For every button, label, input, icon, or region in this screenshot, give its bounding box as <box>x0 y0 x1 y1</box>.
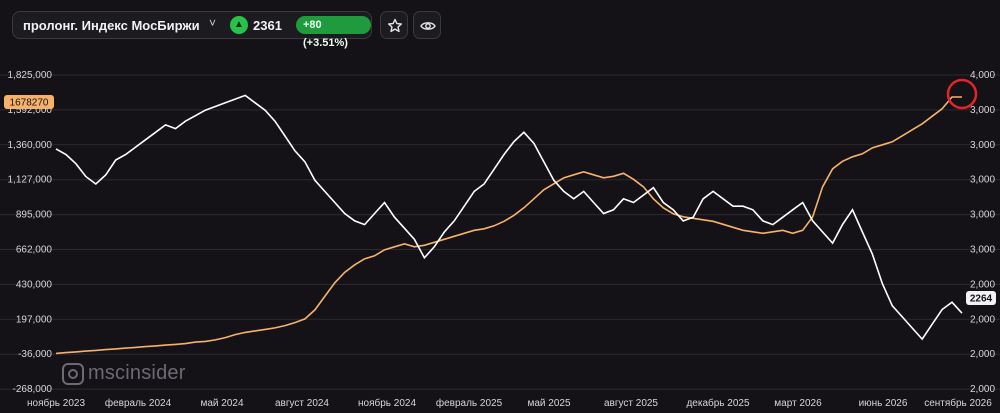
right-tick-label: 2,000 <box>970 279 995 290</box>
price-change-badge: +80 (+3.51%) <box>296 16 371 49</box>
x-tick-label: февраль 2025 <box>436 397 503 409</box>
x-tick-label: ноябрь 2024 <box>358 397 416 409</box>
up-arrow-icon: ▲ <box>230 16 248 34</box>
left-tick-label: 430,000 <box>16 279 53 290</box>
right-tick-label: 3,000 <box>970 175 995 186</box>
left-last-value-badge <box>4 95 54 109</box>
right-last-value-text: 2264 <box>970 294 993 305</box>
x-tick-label: август 2025 <box>604 398 658 409</box>
x-axis: ноябрь 2023 февраль 2024 май 2024 август 20… <box>27 397 992 409</box>
left-tick-label: 1,127,000 <box>8 175 53 186</box>
left-y-axis: 1,825,000 1,592,000 1,360,000 1,127,000 895,… <box>8 70 53 395</box>
x-tick-label: май 2025 <box>527 398 570 409</box>
right-y-axis: 4,000 3,000 3,000 3,000 3,000 3,000 2,000 2,000… <box>970 70 995 395</box>
x-tick-label: февраль 2024 <box>105 397 172 409</box>
right-tick-label: 3,000 <box>970 105 995 116</box>
orange-series-line <box>55 96 962 355</box>
right-tick-label: 2,000 <box>970 384 995 395</box>
right-tick-label: 4,000 <box>970 70 995 81</box>
left-tick-label: 1,360,000 <box>8 140 53 151</box>
left-tick-label: 1,592,000 <box>8 105 53 116</box>
x-tick-label: август 2024 <box>275 398 329 409</box>
left-tick-label: 662,000 <box>16 245 53 256</box>
x-tick-label: ноябрь 2023 <box>27 397 85 409</box>
chevron-down-icon[interactable]: ˅ <box>209 16 217 30</box>
mscinsider-logo-icon <box>62 362 84 385</box>
white-series-line <box>55 94 963 341</box>
left-tick-label: -36,000 <box>18 349 52 360</box>
x-tick-label: декабрь 2025 <box>686 397 750 409</box>
x-tick-label: сентябрь 2026 <box>924 397 992 409</box>
visibility-button[interactable] <box>413 11 441 39</box>
favorite-button[interactable] <box>380 11 408 39</box>
chart-toolbar: пролонг. Индекс МосБиржи ˅ ▲ 2361 +80 (+… <box>0 0 1000 50</box>
watermark: mscinsider <box>62 362 186 385</box>
left-tick-label: 895,000 <box>16 210 53 221</box>
right-tick-label: 3,000 <box>970 210 995 221</box>
eye-icon <box>420 22 436 30</box>
x-tick-label: март 2026 <box>774 398 822 409</box>
x-tick-label: май 2024 <box>200 398 243 409</box>
current-price: 2361 <box>253 18 282 33</box>
right-last-value-badge <box>966 291 996 305</box>
left-tick-label: -268,000 <box>13 384 53 395</box>
left-tick-label: 197,000 <box>16 314 53 325</box>
chart-grid <box>0 74 1000 390</box>
right-tick-label: 3,000 <box>970 140 995 151</box>
x-tick-label: июнь 2026 <box>859 398 908 409</box>
highlight-circle <box>946 78 978 110</box>
right-tick-label: 2,000 <box>970 314 995 325</box>
instrument-selector[interactable]: пролонг. Индекс МосБиржи ˅ ▲ 2361 +80 (+… <box>12 11 372 49</box>
star-icon <box>388 18 402 33</box>
watermark-text: mscinsider <box>88 362 186 384</box>
right-tick-label: 2,000 <box>970 349 995 360</box>
right-tick-label: 3,000 <box>970 245 995 256</box>
left-last-value-text: 1678270 <box>10 98 49 109</box>
instrument-name: пролонг. Индекс МосБиржи <box>23 18 200 33</box>
left-tick-label: 1,825,000 <box>8 70 53 81</box>
